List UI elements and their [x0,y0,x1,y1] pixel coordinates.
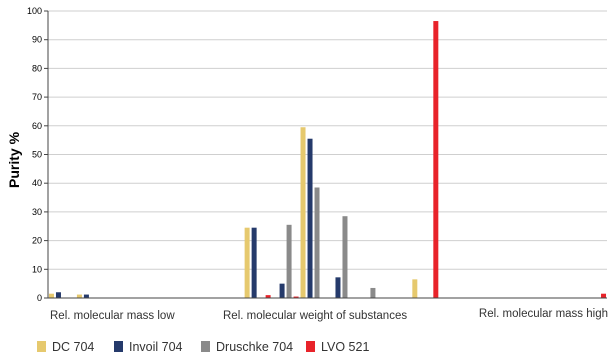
y-tick-label: 10 [32,264,42,274]
bar [76,294,82,298]
y-tick-label: 50 [32,150,42,160]
legend-swatch [37,341,46,352]
y-tick-label: 70 [32,92,42,102]
y-tick-label: 100 [27,6,42,16]
bar [335,277,341,298]
legend-label: DC 704 [52,340,94,354]
legend: DC 704 Invoil 704 Druschke 704 LVO 521 [37,340,369,354]
bar [48,293,54,298]
bar [293,296,299,298]
bar [265,295,271,298]
bar [307,138,313,298]
legend-swatch [114,341,123,352]
y-tick-label: 30 [32,207,42,217]
x-label-mid: Rel. molecular weight of substances [223,310,407,322]
y-tick-labels: 0 10 20 30 40 50 60 70 80 90 100 [27,6,42,303]
y-tick-label: 80 [32,63,42,73]
bar [279,283,285,298]
bar [286,224,292,298]
bar [433,21,439,298]
legend-label: Druschke 704 [216,340,293,354]
gridlines [48,10,607,270]
y-tick-label: 60 [32,121,42,131]
legend-label: Invoil 704 [129,340,183,354]
bar [342,216,348,298]
bar [601,293,607,298]
x-label-high: Rel. molecular mass high [479,308,608,320]
bar [83,294,89,298]
bar [370,287,376,298]
bar [412,279,418,298]
bar [55,292,61,298]
bars [48,21,607,298]
axes [44,10,607,299]
y-tick-label: 90 [32,35,42,45]
bar [314,187,320,298]
bar [251,227,257,298]
legend-swatch [201,341,210,352]
x-label-low: Rel. molecular mass low [50,310,175,322]
bar [300,127,306,298]
y-tick-label: 40 [32,178,42,188]
y-tick-label: 20 [32,236,42,246]
legend-swatch [306,341,315,352]
y-tick-label: 0 [37,293,42,303]
legend-label: LVO 521 [321,340,369,354]
y-axis-label: Purity % [6,131,22,188]
bar [244,227,250,298]
